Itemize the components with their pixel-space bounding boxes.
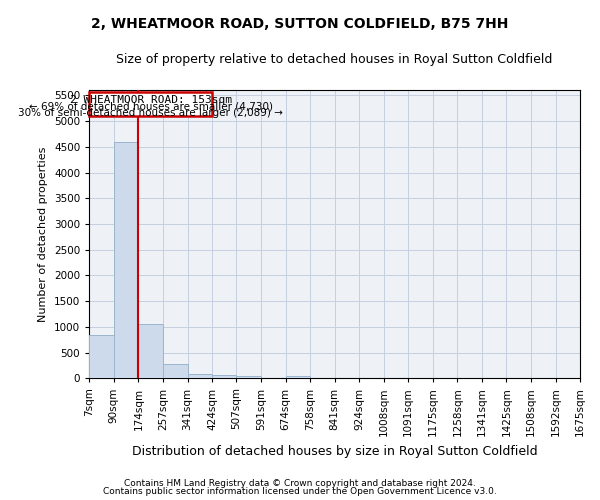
Text: Contains public sector information licensed under the Open Government Licence v3: Contains public sector information licen… xyxy=(103,487,497,496)
Bar xyxy=(139,324,163,378)
Y-axis label: Number of detached properties: Number of detached properties xyxy=(38,146,49,322)
Bar xyxy=(163,364,188,378)
X-axis label: Distribution of detached houses by size in Royal Sutton Coldfield: Distribution of detached houses by size … xyxy=(132,444,538,458)
Text: ← 69% of detached houses are smaller (4,730): ← 69% of detached houses are smaller (4,… xyxy=(29,102,272,112)
Text: 2, WHEATMOOR ROAD, SUTTON COLDFIELD, B75 7HH: 2, WHEATMOOR ROAD, SUTTON COLDFIELD, B75… xyxy=(91,18,509,32)
Bar xyxy=(89,92,212,116)
Bar xyxy=(236,376,261,378)
Bar xyxy=(114,142,139,378)
Bar xyxy=(188,374,212,378)
Text: 30% of semi-detached houses are larger (2,089) →: 30% of semi-detached houses are larger (… xyxy=(18,108,283,118)
Title: Size of property relative to detached houses in Royal Sutton Coldfield: Size of property relative to detached ho… xyxy=(116,52,553,66)
Bar xyxy=(89,334,114,378)
Bar xyxy=(212,375,236,378)
Bar xyxy=(286,376,310,378)
Text: Contains HM Land Registry data © Crown copyright and database right 2024.: Contains HM Land Registry data © Crown c… xyxy=(124,478,476,488)
Text: 2 WHEATMOOR ROAD: 153sqm: 2 WHEATMOOR ROAD: 153sqm xyxy=(70,94,232,104)
